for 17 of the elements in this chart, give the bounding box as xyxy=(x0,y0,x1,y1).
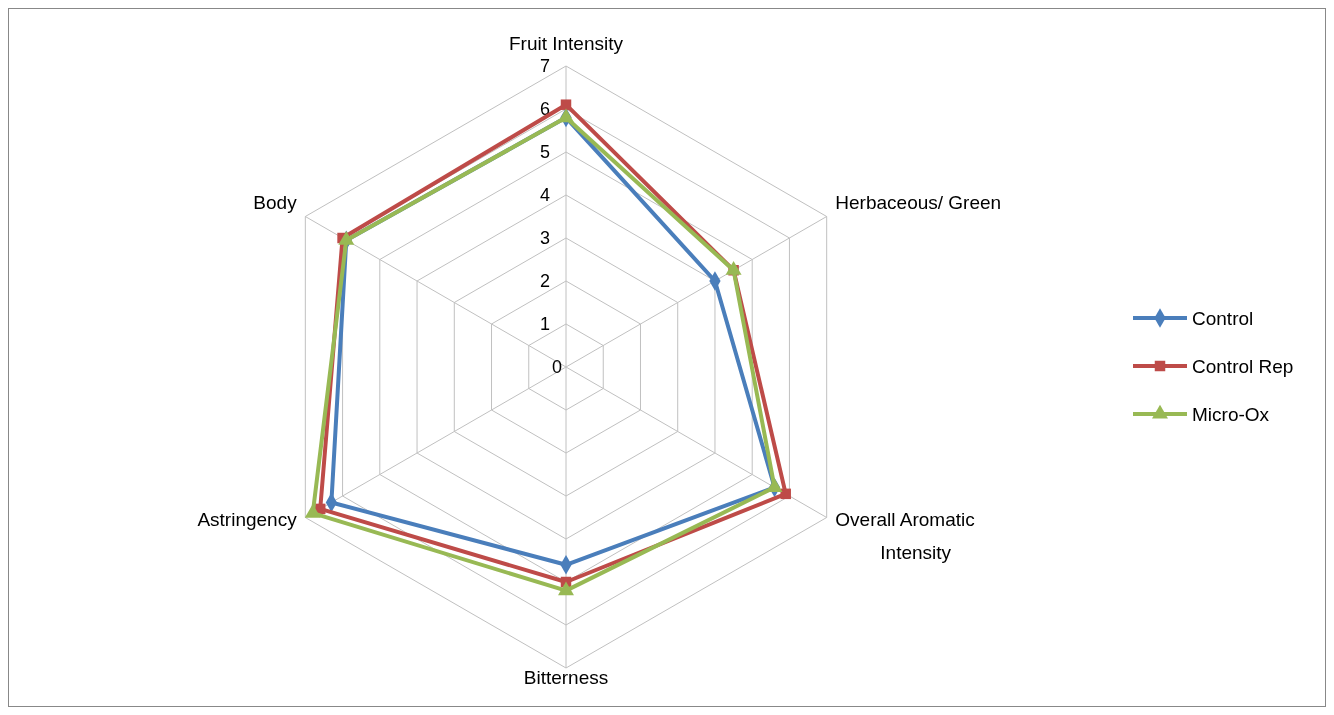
spoke-label: Astringency xyxy=(197,508,298,530)
y-tick-label: 4 xyxy=(539,185,550,206)
y-tick-label: 0 xyxy=(551,357,562,378)
legend-label: Micro-Ox xyxy=(1192,403,1270,425)
y-tick-label: 3 xyxy=(539,228,550,249)
y-tick-label: 7 xyxy=(539,56,550,77)
spoke-label: Overall Aromatic Intensity xyxy=(835,508,975,563)
y-tick-label: 2 xyxy=(539,271,550,292)
y-tick-label: 1 xyxy=(539,314,550,335)
spoke-label: Fruit Intensity xyxy=(508,33,624,54)
legend-label: Control xyxy=(1192,307,1254,329)
y-tick-label: 5 xyxy=(539,142,550,163)
spoke-label: Body xyxy=(253,191,298,213)
spoke-label: Herbaceous/ Green xyxy=(835,191,1002,213)
spoke-label: Bitterness xyxy=(523,667,609,688)
legend-label: Control Rep xyxy=(1192,355,1294,377)
y-tick-label: 6 xyxy=(539,99,550,120)
